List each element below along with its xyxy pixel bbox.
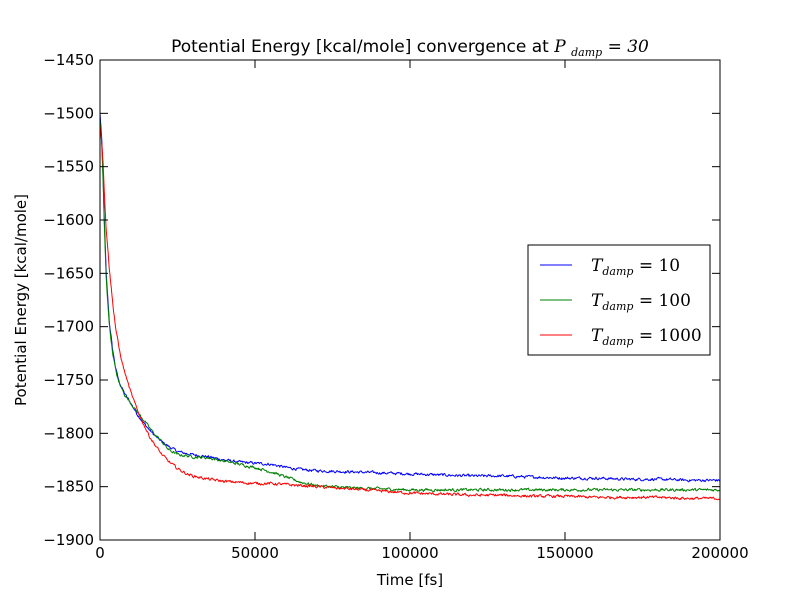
x-tick-label: 100000 <box>381 544 438 562</box>
y-tick-label: −1550 <box>43 158 94 176</box>
y-tick-label: −1650 <box>43 264 94 282</box>
x-tick-label: 150000 <box>536 544 593 562</box>
y-tick-label: −1850 <box>43 478 94 496</box>
y-tick-label: −1600 <box>43 211 94 229</box>
y-tick-label: −1450 <box>43 51 94 69</box>
y-tick-label: −1750 <box>43 371 94 389</box>
y-tick-label: −1800 <box>43 424 94 442</box>
series-layer <box>99 112 721 501</box>
y-tick-label: −1500 <box>43 104 94 122</box>
x-tick-label: 0 <box>95 544 105 562</box>
series-line-2 <box>99 117 721 493</box>
x-axis-label: Time [fs] <box>376 571 443 589</box>
series-line-3 <box>99 124 720 501</box>
chart-title-math-symbol: P <box>553 37 566 57</box>
legend-label-1: Tdamp = 10 <box>591 256 680 278</box>
chart-title-math-subscript: damp <box>571 46 602 59</box>
series-line-1 <box>99 112 721 483</box>
chart-title: Potential Energy [kcal/mole] convergence… <box>171 37 649 61</box>
svg-text:Potential Energy [kcal/mole] c: Potential Energy [kcal/mole] convergence… <box>171 37 649 61</box>
axes-layer: 0 50000 100000 150000 200000 −1900 −1850 −1800 −… <box>43 51 748 562</box>
y-tick-label: −1700 <box>43 318 94 336</box>
x-tick-label: 50000 <box>231 544 279 562</box>
x-tick-label: 200000 <box>691 544 748 562</box>
y-axis-label: Potential Energy [kcal/mole] <box>12 194 30 406</box>
legend-label-3: Tdamp = 1000 <box>591 326 702 348</box>
chart-title-prefix: Potential Energy [kcal/mole] convergence… <box>171 37 549 57</box>
legend: Tdamp = 10 Tdamp = 100 Tdamp = 1000 <box>527 244 711 356</box>
chart-title-math-tail: = 30 <box>608 37 649 57</box>
y-tick-label: −1900 <box>43 531 94 549</box>
legend-label-2: Tdamp = 100 <box>591 291 691 313</box>
